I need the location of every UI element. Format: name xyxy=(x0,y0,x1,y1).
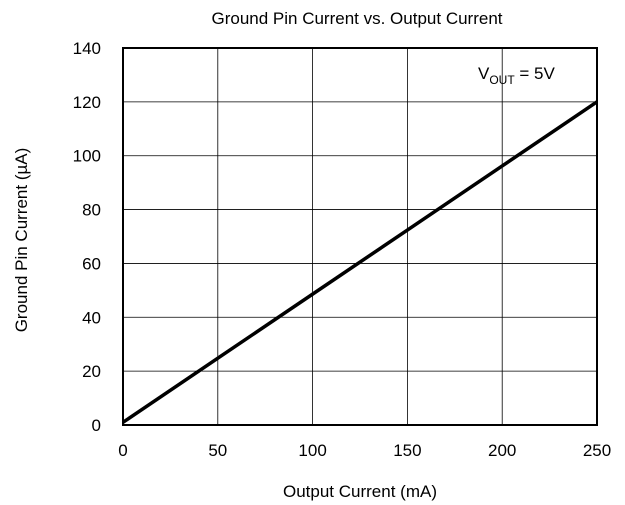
x-axis-label: Output Current (mA) xyxy=(283,482,437,501)
x-tick-label: 150 xyxy=(393,441,421,460)
y-tick-label: 0 xyxy=(92,416,101,435)
annotation-subscript: OUT xyxy=(489,73,515,87)
x-tick-label: 200 xyxy=(488,441,516,460)
y-axis-ticks: 0 20 40 60 80 100 120 140 xyxy=(73,39,101,435)
y-tick-label: 120 xyxy=(73,93,101,112)
x-tick-label: 100 xyxy=(298,441,326,460)
x-axis-ticks: 0 50 100 150 200 250 xyxy=(118,441,611,460)
chart-title: Ground Pin Current vs. Output Current xyxy=(211,9,502,28)
series-group xyxy=(122,100,598,424)
x-tick-label: 250 xyxy=(583,441,611,460)
vout-annotation: VOUT = 5V xyxy=(478,64,556,87)
annotation-suffix: = 5V xyxy=(515,64,556,83)
y-tick-label: 40 xyxy=(82,308,101,327)
x-tick-label: 0 xyxy=(118,441,127,460)
y-tick-label: 60 xyxy=(82,254,101,273)
y-tick-label: 100 xyxy=(73,147,101,166)
y-tick-label: 20 xyxy=(82,362,101,381)
y-tick-label: 80 xyxy=(82,201,101,220)
y-tick-label: 140 xyxy=(73,39,101,58)
grid xyxy=(122,47,598,426)
y-axis-label: Ground Pin Current (µA) xyxy=(12,148,31,333)
plot-frame xyxy=(122,47,598,426)
annotation-prefix: V xyxy=(478,64,490,83)
series-line-0 xyxy=(122,100,598,424)
x-tick-label: 50 xyxy=(208,441,227,460)
